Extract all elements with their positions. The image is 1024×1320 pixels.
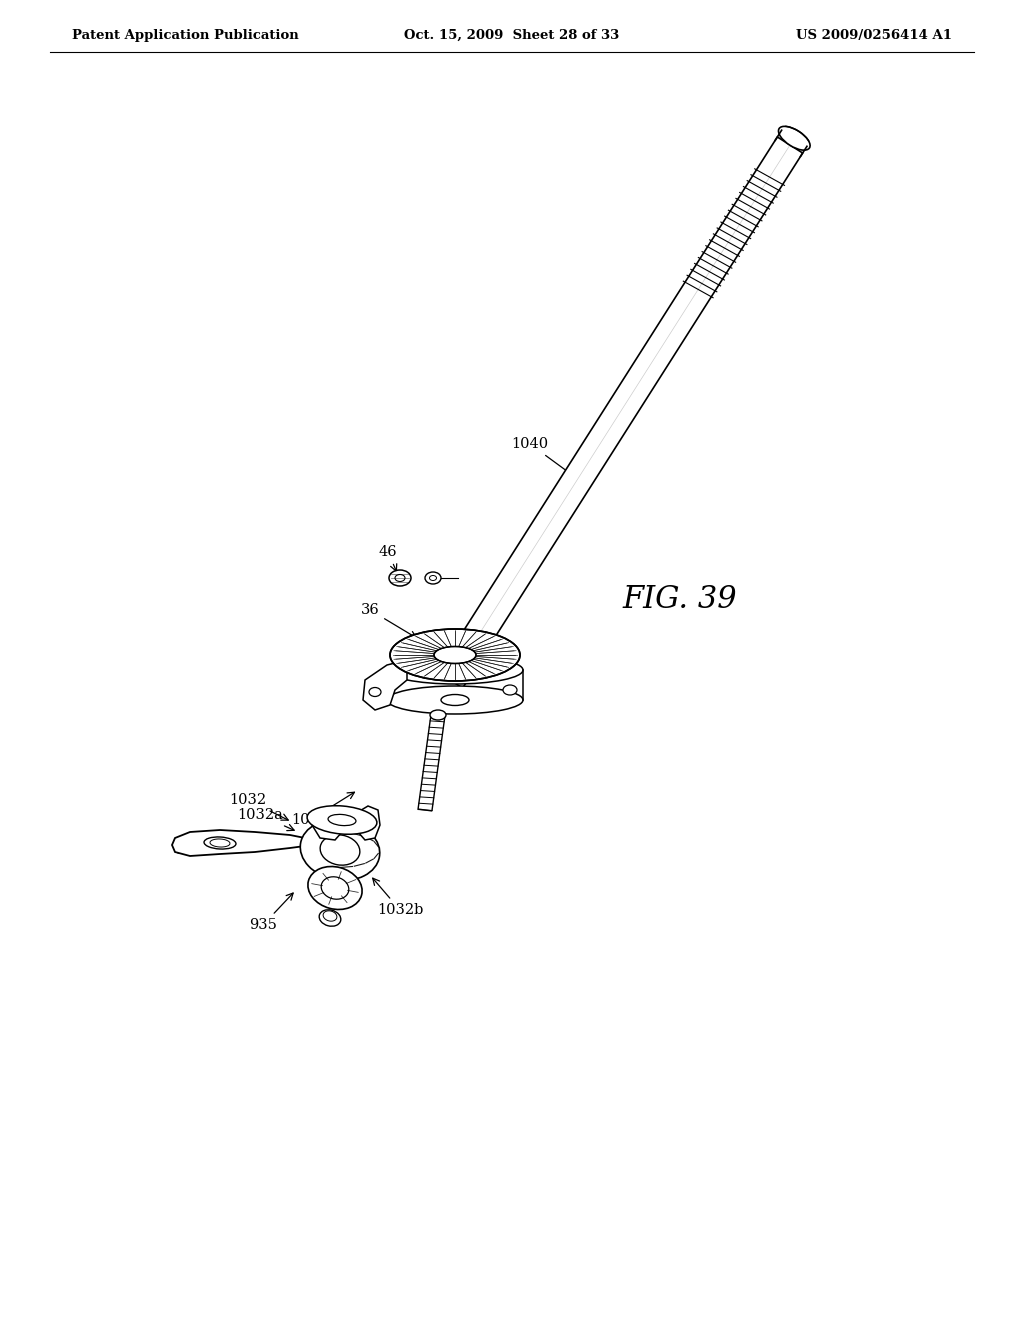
Polygon shape (312, 808, 342, 840)
Polygon shape (418, 714, 445, 810)
Ellipse shape (319, 909, 341, 927)
Ellipse shape (434, 647, 476, 664)
Ellipse shape (503, 685, 517, 696)
Ellipse shape (321, 834, 359, 865)
Ellipse shape (778, 127, 810, 150)
Text: 36: 36 (360, 603, 417, 638)
Text: 1032a: 1032a (238, 808, 294, 830)
Ellipse shape (308, 866, 362, 909)
Ellipse shape (430, 710, 446, 719)
Ellipse shape (387, 656, 523, 684)
Polygon shape (437, 137, 803, 688)
Polygon shape (172, 830, 305, 855)
Ellipse shape (441, 694, 469, 705)
Ellipse shape (369, 688, 381, 697)
Text: 935: 935 (249, 894, 293, 932)
Polygon shape (362, 660, 407, 710)
Text: Oct. 15, 2009  Sheet 28 of 33: Oct. 15, 2009 Sheet 28 of 33 (404, 29, 620, 41)
Polygon shape (358, 807, 380, 840)
Ellipse shape (307, 805, 377, 834)
Ellipse shape (387, 686, 523, 714)
Ellipse shape (322, 876, 349, 899)
Text: FIG. 39: FIG. 39 (623, 585, 737, 615)
Text: 1032: 1032 (229, 793, 289, 820)
Text: US 2009/0256414 A1: US 2009/0256414 A1 (796, 29, 952, 41)
Ellipse shape (204, 837, 236, 849)
Text: 1032b: 1032b (373, 878, 423, 917)
Text: Patent Application Publication: Patent Application Publication (72, 29, 299, 41)
Ellipse shape (390, 630, 520, 681)
Text: 1042: 1042 (292, 792, 354, 828)
Ellipse shape (389, 570, 411, 586)
Text: 34: 34 (176, 843, 211, 857)
Text: 46: 46 (379, 545, 397, 572)
Ellipse shape (425, 572, 441, 583)
Text: 1040: 1040 (511, 437, 587, 486)
Ellipse shape (395, 574, 406, 582)
Ellipse shape (300, 820, 380, 880)
Ellipse shape (328, 814, 356, 825)
Ellipse shape (429, 576, 436, 581)
